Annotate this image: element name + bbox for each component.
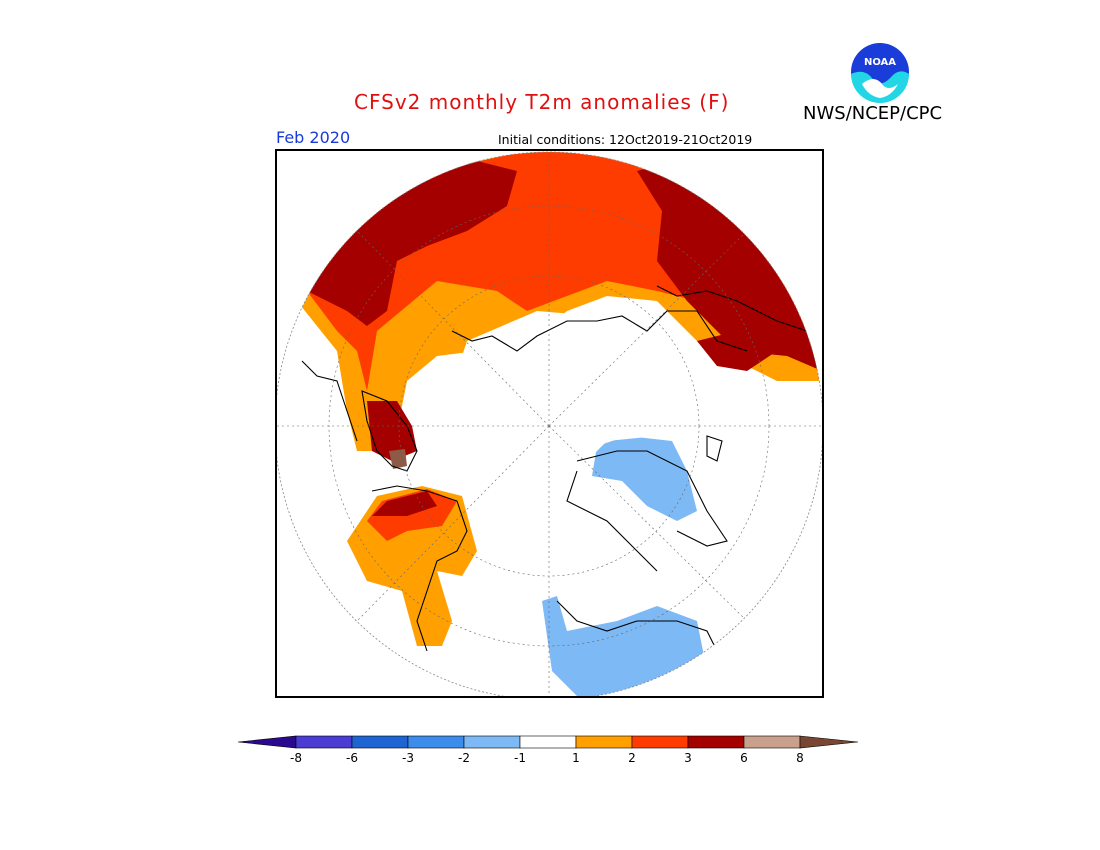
colorbar-tick-label: 3 bbox=[684, 751, 692, 765]
initial-conditions-label: Initial conditions: 12Oct2019-21Oct2019 bbox=[498, 132, 753, 147]
colorbar-cell bbox=[575, 735, 633, 749]
colorbar-cell bbox=[463, 735, 521, 749]
map-panel bbox=[275, 149, 824, 698]
colorbar-tick-label: -8 bbox=[290, 751, 302, 765]
colorbar-tick-label: -2 bbox=[458, 751, 470, 765]
colorbar-tick-label: -3 bbox=[402, 751, 414, 765]
colorbar-cell bbox=[351, 735, 409, 749]
colorbar-cell bbox=[743, 735, 801, 749]
colorbar-tick-label: 8 bbox=[796, 751, 804, 765]
colorbar-tick-label: -6 bbox=[346, 751, 358, 765]
anomaly-region-alaska-warm-strong bbox=[307, 161, 517, 326]
color-scale-bar bbox=[238, 735, 859, 749]
colorbar-tick-label: 6 bbox=[740, 751, 748, 765]
chart-title: CFSv2 monthly T2m anomalies (F) bbox=[354, 90, 730, 114]
colorbar-cell bbox=[407, 735, 465, 749]
agency-label: NWS/NCEP/CPC bbox=[803, 103, 943, 124]
anomaly-region-greenland-warm bbox=[367, 401, 417, 461]
anomaly-region-siberia-warm-strong bbox=[637, 152, 822, 371]
anomaly-region-greenland-extreme bbox=[389, 449, 407, 469]
arctic-ocean-neutral bbox=[447, 311, 667, 521]
noaa-logo: NOAA bbox=[849, 41, 911, 103]
colorbar-cell bbox=[295, 735, 353, 749]
noaa-logo-text: NOAA bbox=[864, 57, 896, 68]
colorbar-arrow-high bbox=[799, 735, 859, 749]
anomaly-region-scandinavia-warm-strong bbox=[372, 491, 437, 516]
anomaly-region-siberia-cool bbox=[592, 436, 697, 521]
colorbar-cell bbox=[687, 735, 745, 749]
colorbar-tick-label: -1 bbox=[514, 751, 526, 765]
colorbar-cell bbox=[631, 735, 689, 749]
graticule bbox=[277, 152, 822, 696]
forecast-period: Feb 2020 bbox=[276, 128, 351, 147]
colorbar-cell bbox=[519, 735, 577, 749]
colorbar-tick-label: 1 bbox=[572, 751, 580, 765]
colorbar-arrow-low bbox=[238, 735, 297, 749]
polar-map bbox=[277, 151, 822, 696]
colorbar-tick-label: 2 bbox=[628, 751, 636, 765]
